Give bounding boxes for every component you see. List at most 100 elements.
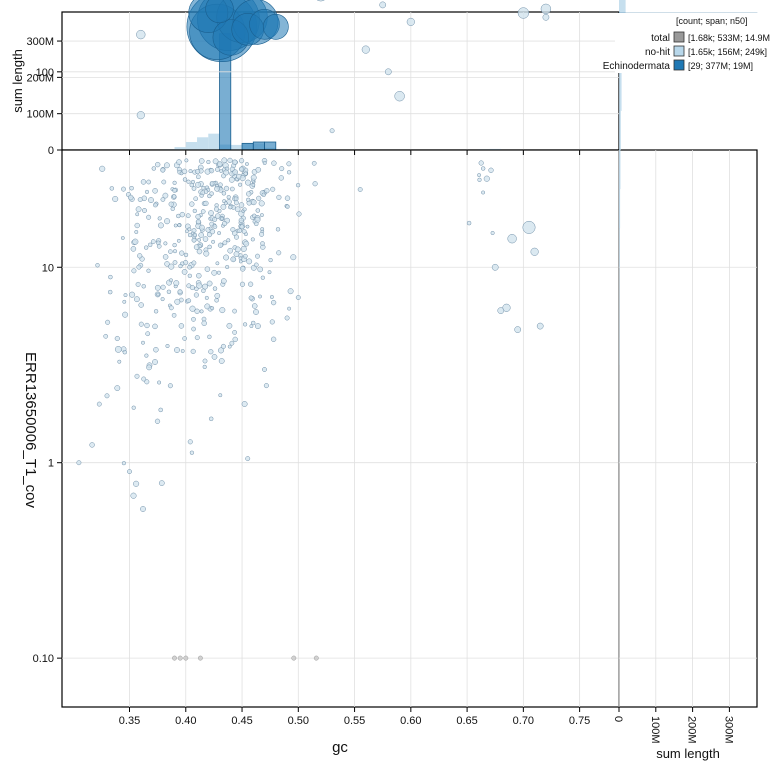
top-bar-no-hit	[208, 133, 220, 150]
no-hit-point	[193, 292, 199, 298]
no-hit-point	[241, 401, 248, 407]
no-hit-point	[239, 224, 245, 230]
no-hit-point	[218, 347, 224, 354]
no-hit-point	[245, 224, 250, 229]
no-hit-point	[228, 176, 235, 183]
no-hit-point	[204, 295, 209, 300]
no-hit-point	[76, 460, 82, 466]
top-bar-no-hit	[197, 137, 209, 150]
no-hit-point	[269, 319, 275, 325]
no-hit-point	[185, 213, 191, 219]
top-bar-echinodermata	[252, 141, 265, 151]
no-hit-point	[250, 237, 255, 242]
no-hit-point	[187, 232, 193, 238]
top-bar-echinodermata	[264, 141, 277, 151]
no-hit-point	[239, 166, 245, 172]
echinodermata-points	[186, 0, 289, 62]
legend: [count; span; n50] total [1.68k; 533M; 14…	[603, 13, 770, 73]
no-hit-point	[287, 288, 294, 295]
no-hit-point	[253, 309, 259, 315]
no-hit-point	[295, 295, 301, 300]
no-hit-point	[155, 161, 161, 168]
no-hit-point	[199, 309, 204, 314]
no-hit-point	[191, 228, 197, 234]
no-hit-point	[177, 655, 183, 661]
no-hit-point	[242, 253, 248, 259]
no-hit-point	[105, 319, 111, 325]
no-hit-point	[122, 299, 127, 304]
no-hit-point	[145, 331, 151, 337]
no-hit-point	[176, 213, 181, 219]
no-hit-point	[136, 29, 146, 40]
no-hit-point	[152, 323, 158, 330]
no-hit-point	[187, 264, 192, 270]
right-x-tick-label: 300M	[722, 716, 734, 744]
no-hit-point	[196, 282, 203, 289]
no-hit-point	[192, 232, 198, 238]
no-hit-point	[208, 210, 214, 216]
x-tick-label: 0.40	[175, 715, 196, 727]
no-hit-point	[216, 161, 223, 167]
no-hit-point	[251, 303, 258, 309]
no-hit-point	[287, 306, 292, 311]
no-hit-point	[255, 208, 261, 213]
no-hit-point	[141, 207, 148, 214]
no-hit-point	[233, 200, 239, 206]
no-hit-point	[222, 220, 228, 227]
no-hit-point	[239, 158, 245, 164]
no-hit-point	[270, 299, 277, 306]
no-hit-point	[230, 186, 235, 192]
no-hit-point	[384, 68, 392, 76]
right-bar-no-hit	[619, 228, 620, 268]
no-hit-point	[189, 201, 195, 207]
legend-swatch	[673, 59, 685, 71]
no-hit-point	[164, 261, 170, 267]
no-hit-point	[134, 222, 140, 229]
no-hit-point	[192, 208, 197, 214]
no-hit-point	[497, 307, 505, 314]
no-hit-point	[215, 261, 220, 266]
no-hit-point	[207, 334, 212, 339]
no-hit-point	[245, 456, 251, 462]
no-hit-point	[154, 418, 161, 424]
no-hit-point	[203, 250, 210, 257]
no-hit-point	[190, 179, 196, 184]
no-hit-point	[249, 324, 254, 329]
no-hit-point	[201, 320, 207, 326]
no-hit-point	[221, 191, 227, 196]
no-hit-point	[269, 295, 274, 299]
no-hit-point	[120, 236, 125, 240]
no-hit-point	[167, 383, 173, 389]
no-hit-point	[244, 162, 249, 166]
no-hit-point	[114, 346, 122, 353]
no-hit-point	[276, 250, 282, 256]
no-hit-point	[542, 13, 550, 21]
no-hit-point	[223, 185, 230, 192]
no-hit-point	[329, 128, 335, 134]
no-hit-point	[174, 298, 181, 305]
no-hit-point	[264, 188, 270, 194]
no-hit-point	[478, 160, 484, 166]
no-hit-point	[146, 268, 151, 273]
no-hit-point	[361, 45, 370, 54]
no-hit-point	[223, 254, 230, 261]
no-hit-point	[491, 263, 499, 271]
top-y-tick-label: 200M	[26, 72, 54, 84]
no-hit-point	[477, 177, 482, 182]
no-hit-point	[238, 217, 244, 223]
no-hit-point	[187, 439, 193, 445]
no-hit-point	[201, 316, 207, 322]
no-hit-point	[186, 179, 191, 184]
x-tick-label: 0.45	[231, 715, 252, 727]
no-hit-point	[290, 254, 297, 261]
no-hit-point	[193, 244, 200, 250]
no-hit-point	[107, 289, 113, 295]
no-hit-point	[223, 201, 228, 206]
no-hit-point	[168, 305, 174, 311]
no-hit-point	[138, 321, 144, 327]
no-hit-point	[121, 186, 126, 192]
no-hit-point	[507, 234, 517, 244]
no-hit-point	[238, 256, 243, 261]
no-hit-point	[156, 292, 160, 297]
